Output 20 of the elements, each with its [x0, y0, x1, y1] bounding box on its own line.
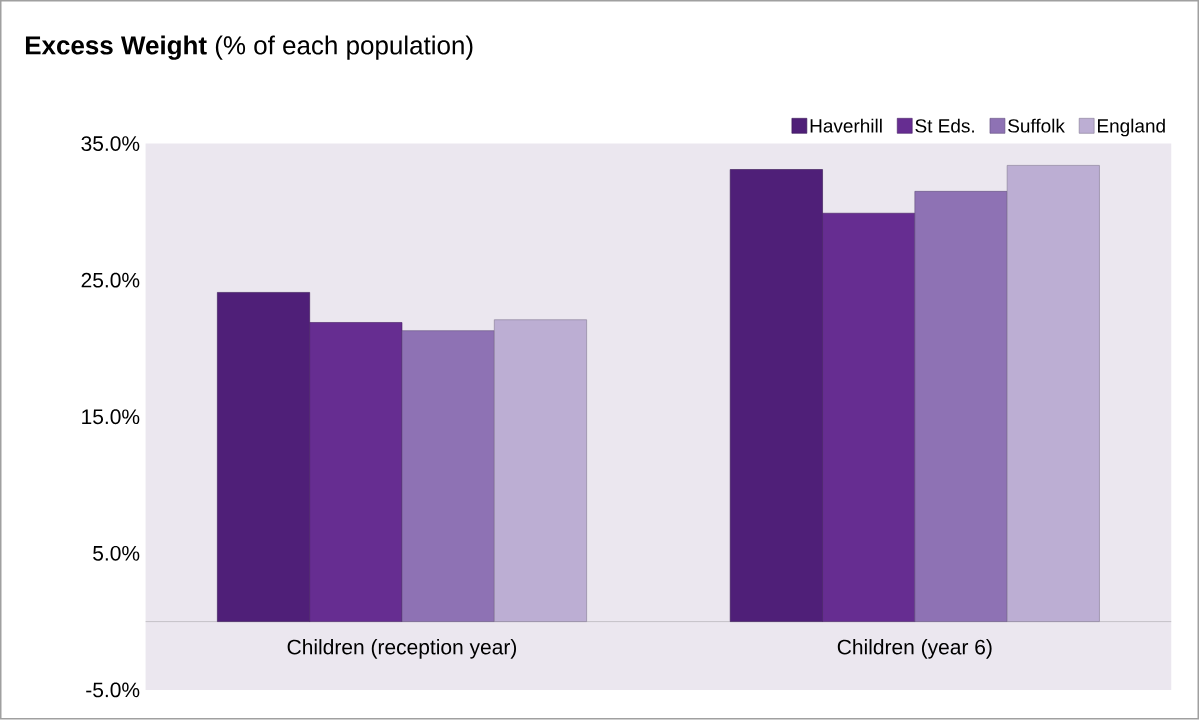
y-tick-label: 35.0%: [81, 136, 140, 152]
legend-label: England: [1098, 118, 1165, 137]
y-tick-label: 15.0%: [82, 409, 140, 425]
legend-label: Suffolk: [1008, 118, 1065, 133]
bar: [1006, 165, 1100, 623]
bar: [822, 213, 916, 623]
bar: [309, 322, 403, 623]
legend-label: Haverhill: [810, 118, 882, 133]
bar: [494, 319, 587, 623]
y-tick-label: 25.0%: [81, 272, 140, 288]
bar: [914, 191, 1008, 623]
legend-label: St Eds.: [915, 118, 974, 133]
bar: [217, 292, 310, 623]
y-tick-label: 5.0%: [93, 546, 140, 561]
x-tick-label: Children (reception year): [287, 639, 517, 659]
chart-title: Excess Weight (% of each population): [25, 35, 473, 61]
bar: [729, 169, 823, 623]
bar: [401, 330, 495, 623]
x-tick-label: Children (year 6): [837, 639, 992, 659]
y-tick-label: -5.0%: [86, 682, 140, 698]
